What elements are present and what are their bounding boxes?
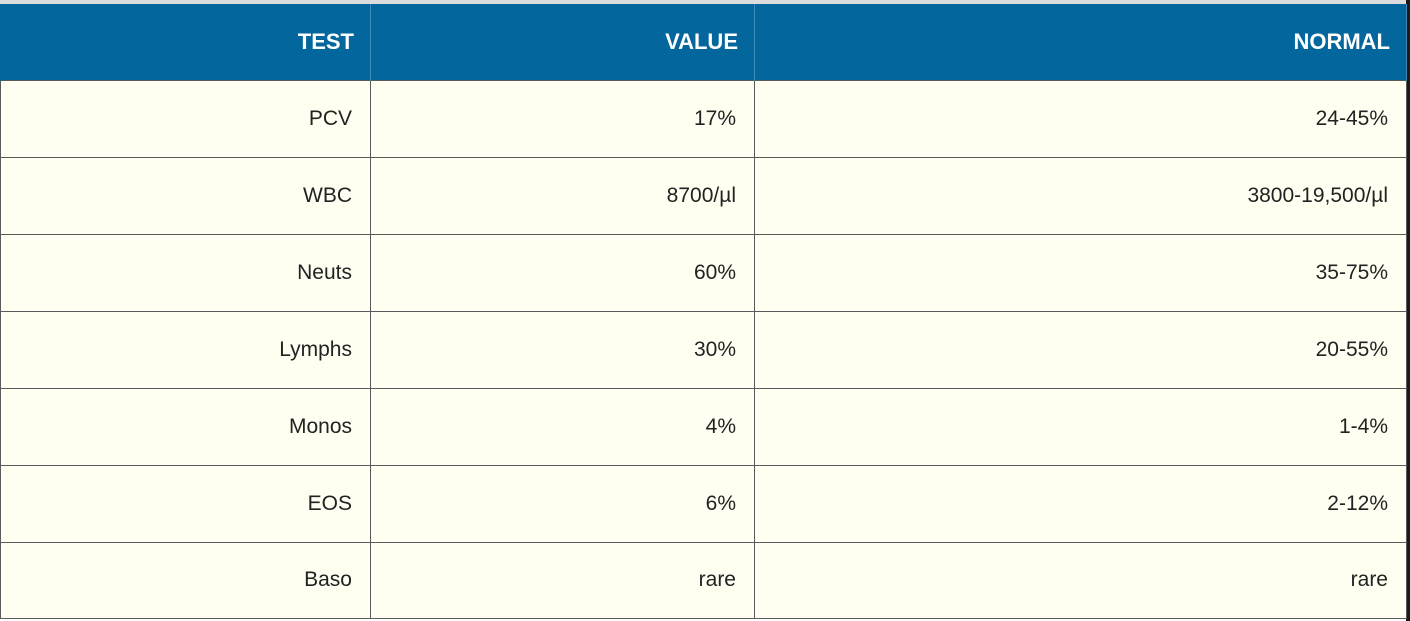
cell-test: Lymphs xyxy=(0,310,371,389)
cell-value: 6% xyxy=(370,464,755,543)
top-border xyxy=(0,0,1410,4)
cell-normal: 20-55% xyxy=(754,310,1407,389)
cell-test: PCV xyxy=(0,79,371,158)
cell-normal: 2-12% xyxy=(754,464,1407,543)
cell-test: Baso xyxy=(0,541,371,619)
table-row: EOS 6% 2-12% xyxy=(0,464,1407,543)
cell-normal: 1-4% xyxy=(754,387,1407,466)
cell-value: 8700/µl xyxy=(370,156,755,235)
table-row: Neuts 60% 35-75% xyxy=(0,233,1407,312)
lab-results-table: TEST VALUE NORMAL PCV 17% 24-45% WBC 870… xyxy=(0,4,1407,619)
cell-value: 60% xyxy=(370,233,755,312)
table-header: TEST VALUE NORMAL xyxy=(0,4,1407,80)
cell-normal: 3800-19,500/µl xyxy=(754,156,1407,235)
cell-normal: rare xyxy=(754,541,1407,619)
cell-test: WBC xyxy=(0,156,371,235)
table-row: WBC 8700/µl 3800-19,500/µl xyxy=(0,156,1407,235)
cell-value: 30% xyxy=(370,310,755,389)
cell-test: Monos xyxy=(0,387,371,466)
right-border xyxy=(1406,0,1410,621)
table-row: Baso rare rare xyxy=(0,541,1407,619)
header-value: VALUE xyxy=(370,4,755,80)
cell-normal: 35-75% xyxy=(754,233,1407,312)
cell-normal: 24-45% xyxy=(754,79,1407,158)
cell-value: 4% xyxy=(370,387,755,466)
table-body: PCV 17% 24-45% WBC 8700/µl 3800-19,500/µ… xyxy=(0,79,1407,619)
header-test: TEST xyxy=(0,4,371,80)
header-normal: NORMAL xyxy=(754,4,1407,80)
cell-test: EOS xyxy=(0,464,371,543)
cell-test: Neuts xyxy=(0,233,371,312)
cell-value: 17% xyxy=(370,79,755,158)
table-row: PCV 17% 24-45% xyxy=(0,79,1407,158)
cell-value: rare xyxy=(370,541,755,619)
table-row: Lymphs 30% 20-55% xyxy=(0,310,1407,389)
table-row: Monos 4% 1-4% xyxy=(0,387,1407,466)
header-row: TEST VALUE NORMAL xyxy=(0,4,1407,80)
